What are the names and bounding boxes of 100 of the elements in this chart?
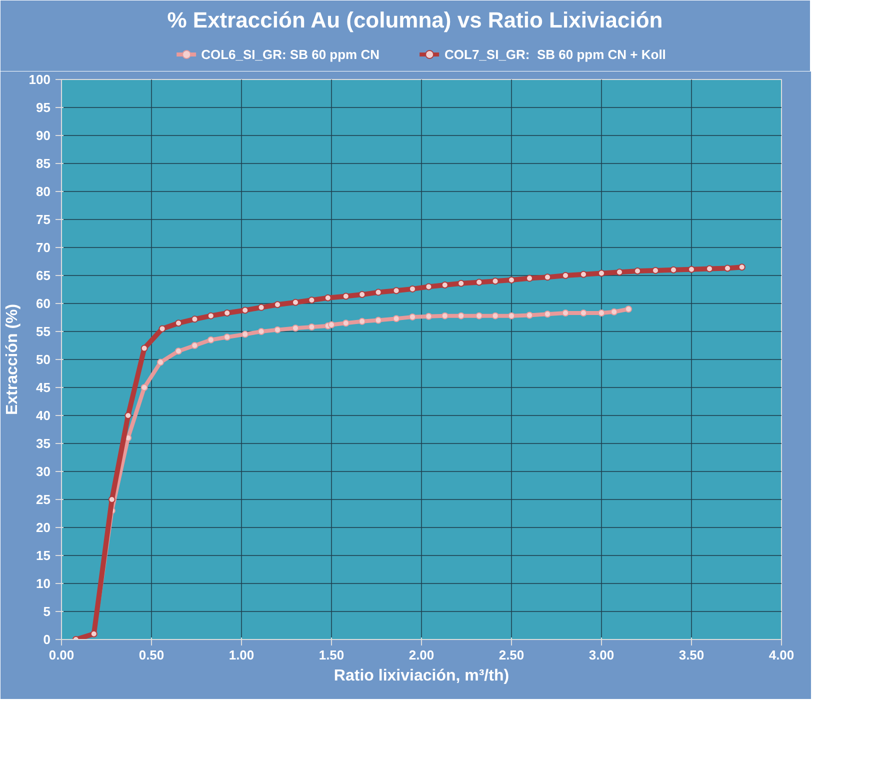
point [598, 270, 605, 277]
point [409, 285, 416, 292]
point [562, 310, 569, 317]
point [224, 310, 231, 317]
y-tick-label: 90 [36, 128, 51, 143]
point [476, 278, 483, 286]
point [224, 334, 231, 341]
y-tick-label: 5 [43, 604, 51, 619]
x-tick-label: 4.00 [768, 648, 794, 662]
point [652, 266, 659, 274]
point [158, 325, 166, 332]
point [688, 266, 695, 273]
y-tick-label: 10 [36, 576, 51, 591]
point [274, 326, 281, 334]
point [242, 306, 249, 314]
point [425, 312, 432, 320]
point [140, 384, 148, 391]
point [544, 310, 551, 318]
point [191, 342, 198, 349]
point [562, 272, 569, 279]
point [580, 270, 587, 278]
point [392, 315, 400, 322]
point [191, 316, 198, 323]
y-tick-label: 20 [36, 520, 51, 535]
point [476, 312, 483, 320]
point [140, 344, 148, 352]
x-tick-label: 1.00 [228, 648, 254, 662]
point [175, 320, 182, 327]
y-tick-label: 45 [36, 380, 51, 395]
point [328, 321, 335, 328]
point [392, 287, 400, 294]
point [625, 306, 632, 313]
point [207, 336, 214, 344]
y-tick-label: 40 [36, 408, 51, 423]
point [324, 294, 332, 302]
point [258, 304, 265, 311]
point [342, 292, 350, 300]
x-tick-label: 2.00 [408, 648, 434, 662]
x-tick-label: 0.50 [138, 648, 164, 662]
point [157, 358, 164, 366]
point [738, 264, 746, 271]
y-tick-label: 65 [36, 268, 51, 283]
y-tick-label: 80 [36, 184, 51, 199]
chart-title: % Extracción Au (columna) vs Ratio Lixiviación [167, 8, 663, 32]
y-tick-label: 50 [36, 352, 51, 367]
y-tick-label: 75 [36, 212, 51, 227]
point [358, 318, 366, 325]
x-axis-title: Ratio lixiviación, m³/th) [334, 668, 510, 684]
point [374, 288, 382, 296]
point [458, 312, 465, 320]
point [598, 310, 605, 317]
point [342, 320, 350, 327]
point [544, 274, 551, 281]
point [610, 308, 618, 316]
y-tick-label: 85 [36, 156, 51, 171]
legend-label: COL7_SI_GR: SB 60 ppm CN + Koll [444, 46, 666, 62]
point [706, 265, 713, 272]
point [670, 266, 677, 274]
y-tick-label: 15 [36, 548, 51, 563]
x-tick-label: 3.50 [678, 648, 704, 662]
point [358, 291, 366, 298]
point [508, 312, 515, 320]
y-tick-label: 35 [36, 436, 51, 451]
point [409, 313, 416, 320]
point [308, 296, 316, 304]
point [508, 276, 515, 284]
point [616, 268, 623, 276]
point [292, 298, 299, 306]
point [724, 264, 731, 272]
point [374, 316, 382, 324]
y-tick-label: 55 [36, 324, 51, 339]
point [441, 282, 448, 289]
point [207, 312, 214, 320]
legend-label: COL6_SI_GR: SB 60 ppm CN [201, 46, 380, 62]
point [108, 496, 116, 503]
point [425, 283, 432, 290]
point [258, 328, 265, 335]
x-tick-label: 3.00 [588, 648, 614, 662]
point [274, 301, 281, 308]
y-tick-label: 100 [28, 72, 51, 87]
y-tick-label: 70 [36, 240, 51, 255]
y-tick-label: 30 [36, 464, 51, 479]
y-tick-label: 95 [36, 100, 51, 115]
point [580, 310, 587, 317]
point [441, 312, 448, 320]
point [175, 348, 182, 355]
y-tick-label: 25 [36, 492, 51, 507]
x-tick-label: 0.00 [48, 648, 74, 662]
point [308, 324, 316, 331]
y-tick-label: 60 [36, 296, 51, 311]
point [526, 274, 533, 282]
point [492, 278, 499, 285]
point [124, 412, 132, 419]
point [242, 330, 249, 338]
point [458, 280, 465, 287]
x-tick-label: 1.50 [318, 648, 344, 662]
point [492, 312, 499, 320]
point [526, 312, 533, 319]
point [634, 268, 641, 275]
y-tick-label: 0 [43, 632, 51, 647]
